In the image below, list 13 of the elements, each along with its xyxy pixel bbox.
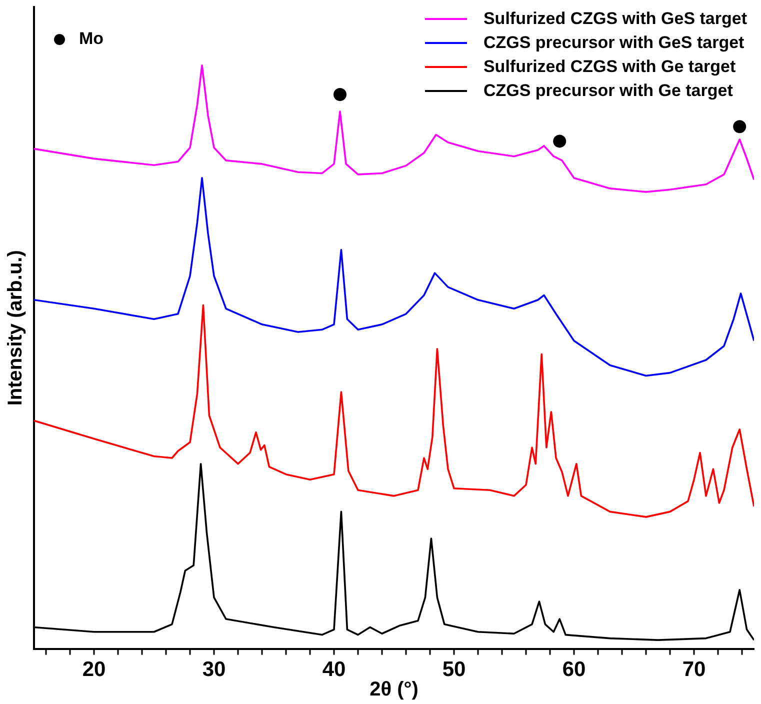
x-tick-label: 50 — [442, 658, 466, 682]
legend-label: Mo — [79, 29, 104, 49]
legend-label: CZGS precursor with Ge target — [483, 81, 733, 101]
x-tick-label: 30 — [202, 658, 226, 682]
y-axis-title: Intensity (arb.u.) — [4, 250, 27, 406]
x-tick-label: 20 — [82, 658, 106, 682]
legend-label: CZGS precursor with GeS target — [483, 33, 744, 53]
legend-label: Sulfurized CZGS with Ge target — [483, 57, 736, 77]
x-tick-label: 60 — [562, 658, 586, 682]
x-tick-label: 40 — [322, 658, 346, 682]
legend-label: Sulfurized CZGS with GeS target — [483, 9, 747, 29]
x-tick-label: 70 — [682, 658, 706, 682]
x-axis-title: 2θ (°) — [370, 678, 418, 701]
